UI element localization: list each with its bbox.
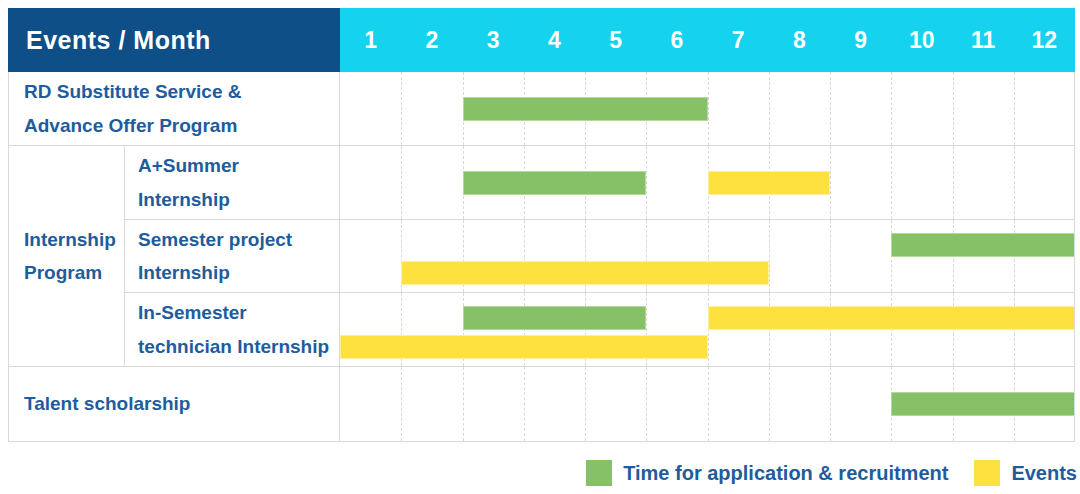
month-label-3: 3 [463, 8, 524, 72]
month-gridline [1014, 146, 1015, 219]
legend-swatch-green [586, 460, 612, 486]
legend: Time for application & recruitment Events [586, 456, 1077, 490]
month-gridline [524, 367, 525, 441]
month-gridline [953, 146, 954, 219]
month-gridline [953, 72, 954, 145]
row-label: A+Summer Internship [138, 149, 239, 216]
legend-item-application: Time for application & recruitment [586, 460, 948, 486]
table-row: Semester project Internship [9, 220, 1074, 293]
month-gridline [585, 367, 586, 441]
group-label: Internship Program [24, 223, 116, 290]
table-row: In-Semester technician Internship [9, 293, 1074, 367]
month-gridline [463, 367, 464, 441]
legend-item-event: Events [974, 460, 1077, 486]
month-gridline [769, 220, 770, 292]
legend-swatch-yellow [974, 460, 1000, 486]
month-label-7: 7 [708, 8, 769, 72]
month-gridline [646, 146, 647, 219]
row-label: RD Substitute Service & Advance Offer Pr… [24, 75, 242, 142]
legend-label-application: Time for application & recruitment [623, 462, 948, 485]
month-label-6: 6 [646, 8, 707, 72]
month-label-9: 9 [830, 8, 891, 72]
bar-events [401, 261, 769, 285]
header-months-strip: 123456789101112 [340, 8, 1075, 72]
month-label-5: 5 [585, 8, 646, 72]
bar-events [708, 171, 831, 195]
table-row: Internship ProgramA+Summer Internship [9, 146, 1074, 220]
row-chart-cell [340, 367, 1074, 441]
row-label-cell: Talent scholarship [9, 367, 340, 441]
table-body: RD Substitute Service & Advance Offer Pr… [8, 72, 1075, 442]
month-gridline [708, 367, 709, 441]
month-gridline [830, 367, 831, 441]
month-gridline [769, 367, 770, 441]
month-gridline [646, 367, 647, 441]
row-chart-cell [340, 293, 1074, 367]
month-label-2: 2 [401, 8, 462, 72]
month-gridline [708, 72, 709, 145]
row-label-cell: Semester project Internship [125, 220, 340, 293]
bar-events [340, 335, 708, 359]
month-label-10: 10 [891, 8, 952, 72]
row-chart-cell [340, 72, 1074, 146]
events-month-table: Events / Month 123456789101112 RD Substi… [8, 8, 1075, 442]
month-gridline [769, 72, 770, 145]
month-label-11: 11 [953, 8, 1014, 72]
bar-application-recruitment [463, 171, 647, 195]
month-gridline [401, 146, 402, 219]
bar-application-recruitment [463, 97, 708, 121]
month-label-8: 8 [769, 8, 830, 72]
bar-application-recruitment [891, 392, 1074, 416]
row-chart-cell [340, 146, 1074, 220]
month-gridline [401, 367, 402, 441]
header-title-cell: Events / Month [8, 8, 340, 72]
bar-application-recruitment [891, 233, 1074, 257]
month-gridline [891, 72, 892, 145]
month-gridline [1014, 72, 1015, 145]
legend-label-event: Events [1011, 462, 1077, 485]
group-label-cell: Internship Program [9, 146, 125, 367]
month-label-4: 4 [524, 8, 585, 72]
bar-events [708, 306, 1075, 330]
bar-application-recruitment [463, 306, 647, 330]
table-header-row: Events / Month 123456789101112 [8, 8, 1075, 72]
row-label: Talent scholarship [24, 387, 190, 420]
row-label: In-Semester technician Internship [138, 296, 329, 363]
month-gridline [830, 72, 831, 145]
month-label-1: 1 [340, 8, 401, 72]
row-label-cell: In-Semester technician Internship [125, 293, 340, 367]
month-gridline [830, 220, 831, 292]
month-gridline [891, 146, 892, 219]
row-label-cell: A+Summer Internship [125, 146, 340, 220]
month-gridline [830, 146, 831, 219]
row-label-cell: RD Substitute Service & Advance Offer Pr… [9, 72, 340, 146]
gantt-chart-screenshot: Events / Month 123456789101112 RD Substi… [0, 0, 1080, 494]
table-row: Talent scholarship [9, 367, 1074, 441]
month-label-12: 12 [1014, 8, 1075, 72]
row-chart-cell [340, 220, 1074, 293]
month-gridline [401, 72, 402, 145]
header-title: Events / Month [26, 26, 211, 55]
row-label: Semester project Internship [138, 223, 292, 290]
table-row: RD Substitute Service & Advance Offer Pr… [9, 72, 1074, 146]
